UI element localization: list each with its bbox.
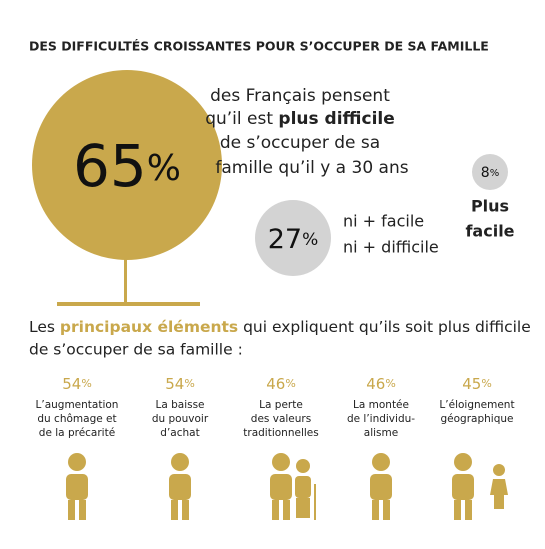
subtitle: de s’occuper de sa famille : (29, 341, 243, 359)
percent-unit: % (147, 148, 181, 189)
reason-line: géographique (441, 413, 514, 425)
pictogram-head (296, 459, 310, 473)
neutral-line: ni + difficile (343, 238, 439, 257)
easier-circle (472, 154, 508, 190)
pictogram-head (171, 453, 189, 471)
percent-unit: % (490, 168, 500, 179)
reason-line: de l’individu- (347, 413, 415, 425)
main-circle (32, 70, 222, 260)
pictogram-body (370, 474, 392, 500)
reason-line: L’éloignement (439, 399, 514, 411)
pictogram-body (169, 474, 191, 500)
percent: 46% (266, 375, 296, 393)
percent: 45% (462, 375, 492, 393)
base-bar (57, 302, 200, 306)
pictogram-head (272, 453, 290, 471)
percent-unit: % (184, 377, 194, 390)
pictogram-leg (465, 500, 472, 520)
pictogram-leg (272, 500, 279, 520)
main-line: de s’occuper de sa (220, 133, 380, 153)
subtitle-plain: qui expliquent qu’ils soit plus difficil… (238, 318, 531, 336)
percent: 46% (366, 375, 396, 393)
pictogram-body (66, 474, 88, 500)
pictogram-cane (314, 484, 316, 520)
reason-line: La baisse (155, 399, 204, 411)
reason-line: du pouvoir (152, 413, 209, 425)
main-line: famille qu’il y a 30 ans (215, 158, 408, 178)
pictogram-body (295, 476, 311, 498)
percent: 27% (268, 224, 319, 255)
pictogram-leg (454, 500, 461, 520)
reason-line: La montée (353, 399, 409, 411)
percent-number: 8 (481, 165, 490, 181)
pictogram (66, 453, 88, 520)
pictogram-head (372, 453, 390, 471)
reason-line: d’achat (160, 427, 199, 439)
subtitle: Les principaux éléments qui expliquent q… (29, 318, 531, 336)
pictogram-head (68, 453, 86, 471)
reason-line: La perte (259, 399, 303, 411)
title: DES DIFFICULTÉS CROISSANTES POUR S’OCCUP… (29, 39, 489, 54)
percent-unit: % (302, 230, 318, 250)
main-line: des Français pensent (210, 86, 390, 106)
pictogram-leg (283, 500, 290, 520)
easier-line: facile (465, 222, 514, 241)
pictogram-head (454, 453, 472, 471)
pictogram-leg (383, 500, 390, 520)
percent-unit: % (81, 377, 91, 390)
pictogram (169, 453, 191, 520)
pictogram-leg (79, 500, 86, 520)
percent-number: 27 (268, 224, 302, 255)
neutral-line: ni + facile (343, 212, 424, 231)
reason-line: du chômage et (37, 413, 116, 425)
percent-number: 65 (73, 132, 147, 200)
percent: 54% (165, 375, 195, 393)
percent-number: 45 (462, 375, 481, 393)
pictogram-leg (182, 500, 189, 520)
reason-line: des valeurs (251, 413, 311, 425)
pictogram-body (270, 474, 292, 500)
subtitle-highlight: principaux éléments (60, 318, 238, 336)
easier-line: Plus (471, 197, 509, 216)
percent-number: 46 (366, 375, 385, 393)
pictogram-body (452, 474, 474, 500)
pictogram (452, 453, 508, 520)
reason-line: de la précarité (39, 427, 115, 439)
neutral-circle (255, 200, 331, 276)
main-line-plain: qu’il est (205, 109, 278, 129)
percent-unit: % (385, 377, 395, 390)
main-line: qu’il est plus difficile (205, 109, 395, 129)
pictogram-head (493, 464, 505, 476)
pictogram-leg (171, 500, 178, 520)
pictogram (370, 453, 392, 520)
pictogram-leg (68, 500, 75, 520)
main-line-bold: plus difficile (278, 109, 394, 129)
percent-number: 46 (266, 375, 285, 393)
reason-line: traditionnelles (243, 427, 318, 439)
percent-unit: % (481, 377, 491, 390)
percent: 65% (73, 132, 181, 200)
pictogram-leg (296, 498, 310, 518)
percent: 54% (62, 375, 92, 393)
pictogram-body (490, 479, 508, 495)
pictogram (270, 453, 316, 520)
percent-unit: % (285, 377, 295, 390)
reason-line: alisme (364, 427, 398, 439)
stem (124, 258, 127, 304)
percent: 8% (481, 165, 499, 181)
percent-number: 54 (62, 375, 81, 393)
subtitle-plain: Les (29, 318, 60, 336)
reason-line: L’augmentation (36, 399, 119, 411)
percent-number: 54 (165, 375, 184, 393)
pictogram-leg (372, 500, 379, 520)
pictogram-leg (494, 495, 504, 509)
